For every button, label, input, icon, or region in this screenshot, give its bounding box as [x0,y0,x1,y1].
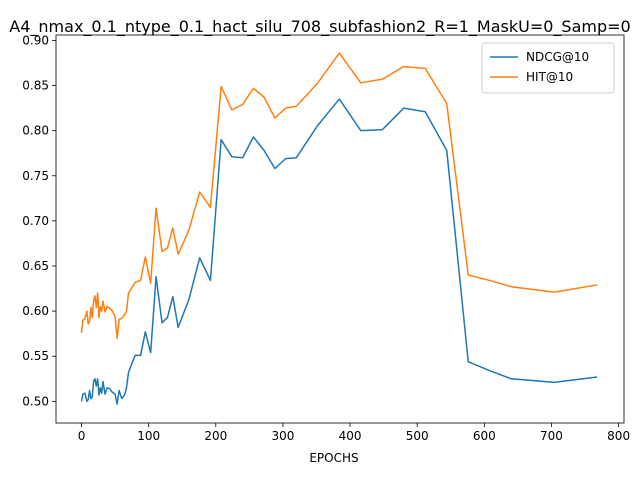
legend-box [481,42,615,94]
legend: NDCG@10 HIT@10 [481,42,615,94]
legend-label-0: NDCG@10 [526,50,589,64]
x-tick-label-8: 800 [607,429,630,443]
chart-title: A4_nmax_0.1_ntype_0.1_hact_silu_708_subf… [9,17,630,37]
x-tick-label-5: 500 [406,429,429,443]
x-tick-label-7: 700 [540,429,563,443]
x-axis-ticks: 0 100 200 300 400 500 600 700 800 [78,423,630,443]
x-tick-label-2: 200 [204,429,227,443]
y-tick-label-6: 0.80 [22,124,49,138]
x-tick-label-3: 300 [271,429,294,443]
y-tick-label-3: 0.65 [22,259,49,273]
y-tick-label-7: 0.85 [22,79,49,93]
x-tick-label-6: 600 [473,429,496,443]
series-line-1 [80,52,598,339]
y-tick-label-1: 0.55 [22,349,49,363]
y-tick-label-4: 0.70 [22,214,49,228]
legend-label-1: HIT@10 [526,70,573,84]
plot-frame [55,34,625,424]
series-line-0 [80,98,598,405]
y-axis-ticks: 0.50 0.55 0.60 0.65 0.70 0.75 0.80 0.85 0.90 [22,33,56,408]
plot-area [55,34,625,424]
y-tick-label-0: 0.50 [22,394,49,408]
x-tick-label-4: 400 [339,429,362,443]
x-axis-label: EPOCHS [309,451,358,465]
y-tick-label-5: 0.75 [22,169,49,183]
y-tick-label-2: 0.60 [22,304,49,318]
x-tick-label-0: 0 [78,429,86,443]
y-tick-label-8: 0.90 [22,33,49,47]
x-tick-label-1: 100 [137,429,160,443]
